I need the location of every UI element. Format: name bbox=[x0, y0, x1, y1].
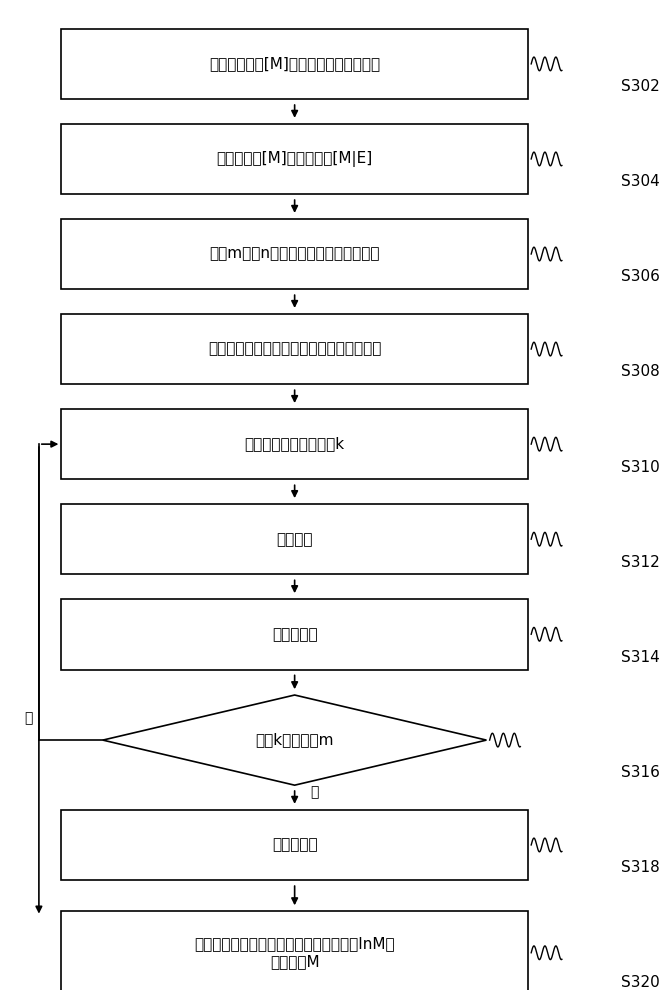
Text: S318: S318 bbox=[621, 860, 659, 875]
Text: 系数计算: 系数计算 bbox=[276, 532, 313, 547]
FancyBboxPatch shape bbox=[61, 219, 528, 289]
FancyBboxPatch shape bbox=[61, 810, 528, 880]
Text: S304: S304 bbox=[621, 174, 659, 189]
Text: 将目标矩阵[M]扩展为矩阵[M|E]: 将目标矩阵[M]扩展为矩阵[M|E] bbox=[216, 151, 373, 167]
Text: 矩阵行运算: 矩阵行运算 bbox=[272, 627, 318, 642]
FancyBboxPatch shape bbox=[61, 504, 528, 574]
Text: 利用行和列分割得到的数据段构建全局网格: 利用行和列分割得到的数据段构建全局网格 bbox=[208, 342, 382, 357]
Text: 将数据由显存空间传入内存空间，并提取InM替
换原矩阵M: 将数据由显存空间传入内存空间，并提取InM替 换原矩阵M bbox=[194, 937, 395, 969]
Text: S316: S316 bbox=[621, 765, 659, 780]
Text: 将行m及列n分为相同大小的若干数据段: 将行m及列n分为相同大小的若干数据段 bbox=[209, 247, 380, 262]
Text: S312: S312 bbox=[621, 555, 659, 570]
Text: 判断k是否等于m: 判断k是否等于m bbox=[255, 733, 334, 748]
Text: 矩阵单位化: 矩阵单位化 bbox=[272, 837, 318, 852]
Text: S308: S308 bbox=[621, 364, 659, 379]
Text: S306: S306 bbox=[621, 269, 659, 284]
Text: 是: 是 bbox=[310, 786, 319, 800]
FancyBboxPatch shape bbox=[61, 29, 528, 99]
Text: S314: S314 bbox=[621, 650, 659, 665]
FancyBboxPatch shape bbox=[61, 124, 528, 194]
Text: 否: 否 bbox=[24, 711, 33, 725]
Polygon shape bbox=[103, 695, 486, 785]
FancyBboxPatch shape bbox=[61, 409, 528, 479]
Text: 根据目标矩阵[M]大小分配数据存储空间: 根据目标矩阵[M]大小分配数据存储空间 bbox=[209, 56, 380, 71]
FancyBboxPatch shape bbox=[61, 599, 528, 670]
Text: S320: S320 bbox=[621, 975, 659, 990]
Text: S310: S310 bbox=[621, 460, 659, 475]
Text: S302: S302 bbox=[621, 79, 659, 94]
FancyBboxPatch shape bbox=[61, 314, 528, 384]
FancyBboxPatch shape bbox=[61, 911, 528, 994]
Text: 遍历矩阵的当前行向量k: 遍历矩阵的当前行向量k bbox=[244, 437, 345, 452]
